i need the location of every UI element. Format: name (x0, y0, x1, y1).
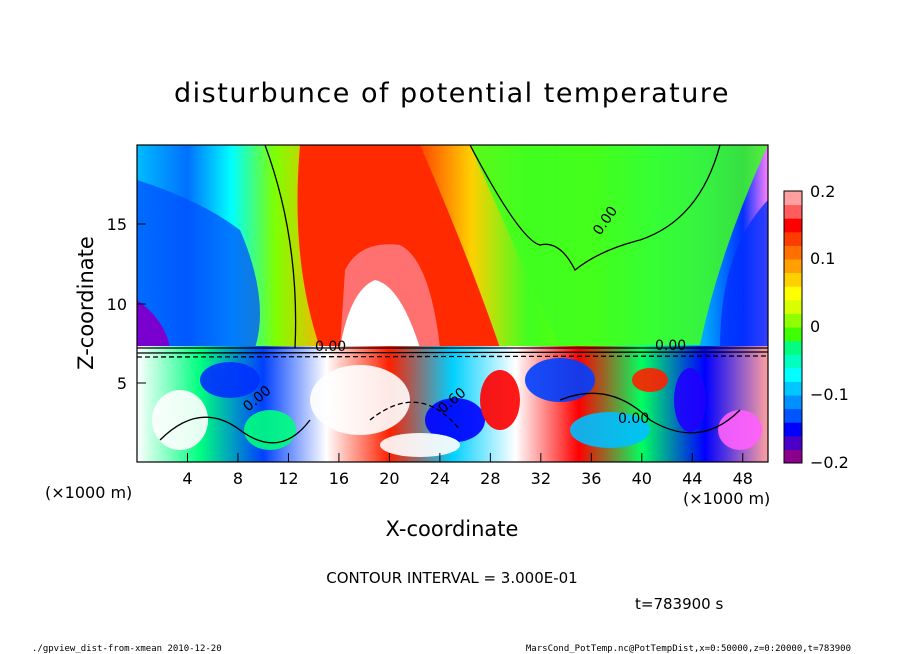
colorbar-tick-label: −0.1 (810, 385, 849, 404)
colorbar-band (784, 231, 802, 246)
x-tick-label: 48 (733, 469, 753, 488)
y-tick-label: 10 (107, 295, 127, 314)
x-tick-label: 24 (430, 469, 450, 488)
contour-line (559, 392, 741, 434)
x-axis-label: X-coordinate (386, 517, 519, 541)
colorbar-band (784, 245, 802, 260)
y-tick-label: 5 (117, 374, 127, 393)
x-tick-label: 32 (531, 469, 551, 488)
x-tick-label: 12 (278, 469, 298, 488)
colorbar-band (784, 204, 802, 219)
colorbar-band (784, 259, 802, 274)
colorbar-tick-label: −0.2 (810, 453, 849, 472)
colorbar-band (784, 286, 802, 301)
contour-label: 0.00 (655, 338, 686, 354)
colorbar-band (784, 340, 802, 355)
x-tick-label: 40 (632, 469, 652, 488)
x-tick-label: 36 (581, 469, 601, 488)
plot-area (137, 145, 768, 462)
colorbar-band (784, 408, 802, 423)
colorbar-band (784, 449, 802, 464)
y-axis-label: Z-coordinate (74, 236, 98, 370)
footer-right: MarsCond_PotTemp.nc@PotTempDist,x=0:5000… (526, 644, 851, 654)
contour-interval-note: CONTOUR INTERVAL = 3.000E-01 (326, 569, 577, 587)
field-blue-left (137, 180, 260, 348)
colorbar-frame (783, 190, 803, 464)
field-purple-left (137, 300, 170, 348)
contour-line (369, 401, 461, 431)
chart-title: disturbunce of potential temperature (174, 78, 730, 109)
x-unit-left: (×1000 m) (45, 483, 132, 502)
colorbar-ticks: 0.2 0.1 0 −0.1 −0.2 (810, 182, 849, 472)
contour-line (137, 355, 768, 358)
x-tick-label: 8 (233, 469, 243, 488)
colorbar-band (784, 272, 802, 287)
x-tick-label: 20 (379, 469, 399, 488)
colorbar-tick-label: 0 (810, 317, 820, 336)
colorbar-band (784, 367, 802, 382)
time-label: t=783900 s (635, 595, 723, 613)
colorbar-tick-label: 0.2 (810, 182, 835, 201)
contour-line (159, 416, 311, 444)
colorbar-band (784, 313, 802, 328)
colorbar-band (784, 435, 802, 450)
colorbar-band (784, 422, 802, 437)
colorbar-tick-label: 0.1 (810, 249, 835, 268)
colorbar (784, 191, 802, 464)
colorbar-band (784, 381, 802, 396)
field-white-core (340, 280, 420, 348)
colorbar-band (784, 395, 802, 410)
x-tick-label: 44 (682, 469, 702, 488)
colorbar-band (784, 327, 802, 342)
contour-line (264, 145, 297, 349)
x-unit-right: (×1000 m) (683, 489, 770, 508)
contour-label: 0.00 (618, 411, 649, 427)
contour-label: 0.00 (315, 339, 346, 355)
field-lower-blobs (152, 358, 762, 457)
colorbar-band (784, 299, 802, 314)
contour-line (469, 145, 721, 272)
field-green-region (470, 145, 768, 345)
colorbar-band (784, 354, 802, 369)
footer-left: ./gpview_dist-from-xmean 2010-12-20 (32, 644, 222, 654)
field-blue-right (720, 200, 768, 348)
x-tick-label: 4 (182, 469, 192, 488)
contour-line (137, 351, 768, 354)
y-axis: 5 10 15 (107, 215, 146, 393)
colorbar-band (784, 191, 802, 206)
y-tick-label: 15 (107, 215, 127, 234)
x-tick-label: 16 (329, 469, 349, 488)
x-tick-label: 28 (480, 469, 500, 488)
x-axis: 4 8 12 16 20 24 28 32 36 40 44 48 (182, 453, 753, 488)
colorbar-band (784, 218, 802, 233)
